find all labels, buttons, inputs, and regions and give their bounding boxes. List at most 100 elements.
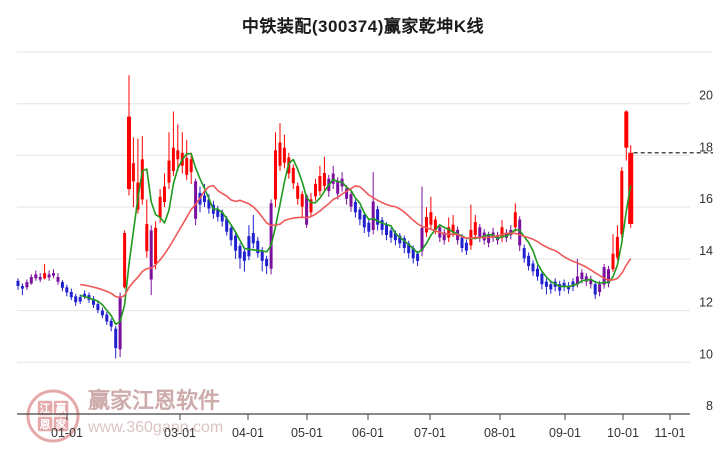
candle-body bbox=[575, 276, 579, 285]
x-axis-tick-label: 03-01 bbox=[164, 426, 196, 440]
logo-tile bbox=[53, 400, 69, 416]
candle-body bbox=[562, 282, 566, 287]
ma-line-long bbox=[80, 184, 632, 299]
candle-body bbox=[558, 284, 562, 291]
candle-body bbox=[247, 236, 251, 257]
candle-body bbox=[234, 235, 238, 251]
candle-body bbox=[29, 277, 33, 284]
candle-body bbox=[43, 273, 47, 279]
candle-body bbox=[114, 328, 118, 349]
x-axis-tick-label: 07-01 bbox=[414, 426, 446, 440]
candle-body bbox=[20, 286, 24, 289]
y-axis-tick-label: 16 bbox=[699, 192, 713, 206]
candle-body bbox=[158, 196, 162, 218]
candle-body bbox=[220, 212, 224, 222]
candle-body bbox=[411, 248, 415, 259]
candle-body bbox=[425, 217, 428, 233]
candle-body bbox=[331, 173, 335, 184]
candle-body bbox=[531, 263, 535, 272]
candle-body bbox=[393, 233, 397, 241]
candle-body bbox=[447, 227, 451, 238]
candle-body bbox=[598, 284, 602, 292]
candle-body bbox=[296, 185, 300, 199]
candle-body bbox=[65, 287, 69, 293]
candle-body bbox=[127, 116, 131, 189]
candle-body bbox=[16, 280, 20, 286]
y-axis-tick-label: 8 bbox=[706, 399, 713, 413]
candle-body bbox=[269, 203, 273, 269]
candle-body bbox=[74, 296, 78, 303]
logo-char: 家 bbox=[56, 417, 68, 431]
candle-body bbox=[420, 227, 424, 252]
candle-body bbox=[385, 225, 388, 235]
candle-body bbox=[56, 277, 60, 282]
candle-body bbox=[580, 272, 584, 280]
candle-body bbox=[207, 199, 211, 209]
candle-body bbox=[52, 273, 55, 276]
candle-body bbox=[544, 281, 548, 287]
candle-body bbox=[274, 150, 277, 200]
candle-body bbox=[291, 167, 295, 184]
candle-body bbox=[593, 284, 597, 295]
candle-body bbox=[314, 183, 317, 197]
candle-body bbox=[345, 188, 349, 199]
candle-body bbox=[442, 232, 446, 241]
candle-body bbox=[527, 255, 531, 267]
watermark-brand: 赢家江恩软件 bbox=[88, 388, 220, 413]
candle-body bbox=[584, 276, 588, 282]
watermark: 江 赢 恩 家 赢家江恩软件 www.360gann.com bbox=[26, 388, 223, 443]
candle-body bbox=[140, 159, 144, 200]
candle-body bbox=[473, 222, 477, 235]
candle-body bbox=[309, 199, 313, 213]
candle-body bbox=[229, 227, 233, 241]
candle-body bbox=[145, 224, 149, 252]
candle-body bbox=[38, 277, 42, 280]
candle-body bbox=[100, 310, 104, 316]
candle-body bbox=[131, 163, 135, 182]
candle-body bbox=[25, 282, 29, 288]
x-axis-tick-label: 08-01 bbox=[484, 426, 516, 440]
candle-body bbox=[624, 111, 629, 148]
candle-body bbox=[194, 181, 198, 219]
candle-body bbox=[92, 298, 95, 305]
x-axis-tick-label: 05-01 bbox=[291, 426, 323, 440]
watermark-logo-icon bbox=[26, 389, 80, 443]
candle-body bbox=[282, 147, 286, 163]
candle-body bbox=[163, 186, 166, 202]
x-axis-tick-label: 11-01 bbox=[654, 426, 685, 440]
logo-char: 赢 bbox=[56, 401, 67, 415]
candle-body bbox=[216, 209, 220, 217]
y-axis-tick-label: 14 bbox=[699, 244, 713, 258]
candle-body bbox=[256, 240, 260, 254]
candle-body bbox=[203, 195, 206, 202]
y-axis-tick-label: 18 bbox=[699, 140, 713, 154]
x-axis-ticks bbox=[66, 414, 671, 420]
x-axis-tick-label: 10-01 bbox=[607, 426, 639, 440]
y-axis-tick-label: 20 bbox=[699, 89, 713, 103]
candle-body bbox=[171, 147, 175, 171]
candle-body bbox=[149, 230, 153, 280]
candle-body bbox=[105, 314, 109, 322]
candle-body bbox=[83, 293, 87, 297]
candle-body bbox=[109, 320, 113, 327]
candle-body bbox=[123, 233, 127, 288]
candle-body bbox=[154, 227, 158, 264]
candle-body bbox=[305, 195, 309, 225]
y-axis-tick-label: 10 bbox=[699, 347, 713, 361]
candle-body bbox=[167, 160, 171, 183]
candle-body bbox=[429, 212, 433, 225]
candle-body bbox=[238, 245, 242, 259]
x-axis-tick-label: 01-01 bbox=[51, 426, 83, 440]
candle-body bbox=[478, 227, 482, 238]
candle-body bbox=[500, 227, 504, 238]
candle-body bbox=[389, 230, 393, 238]
x-axis-tick-label: 06-01 bbox=[352, 426, 384, 440]
candle-body bbox=[376, 209, 380, 225]
candle-body bbox=[265, 258, 269, 267]
candle-body bbox=[504, 232, 508, 238]
candle-body bbox=[176, 150, 180, 160]
logo-char: 恩 bbox=[40, 418, 51, 431]
logo-tile bbox=[53, 416, 69, 432]
